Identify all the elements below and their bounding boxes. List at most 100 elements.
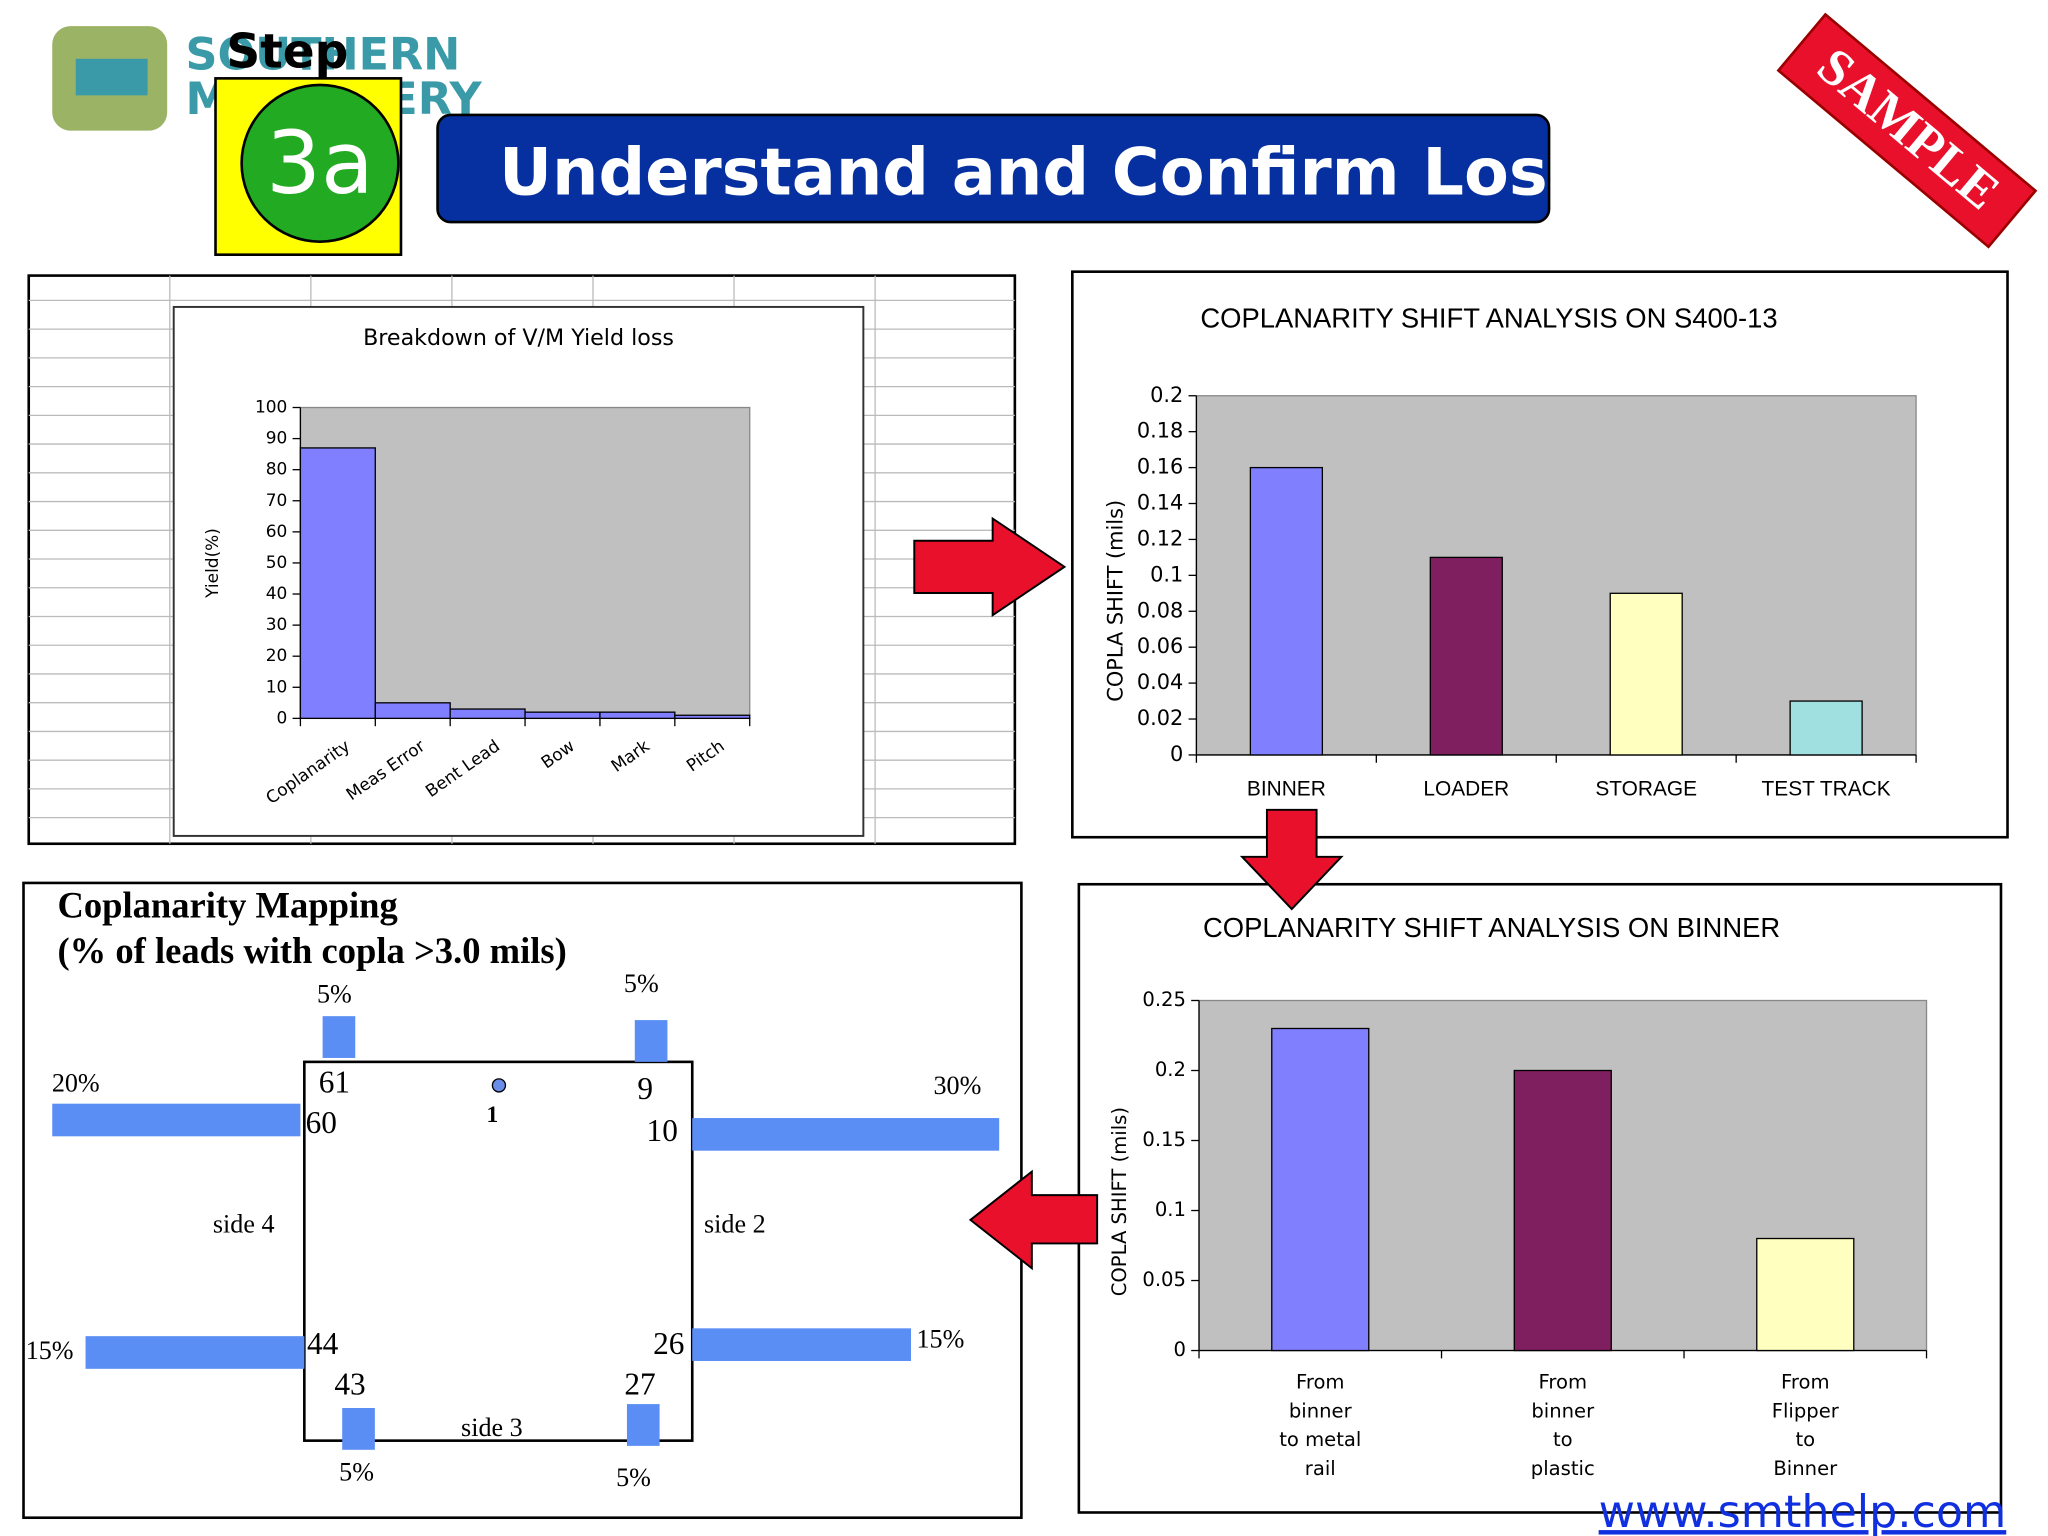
y-tick-label: 0: [277, 708, 288, 728]
bar: [1789, 700, 1863, 756]
x-tick-label: to metal: [1279, 1428, 1361, 1451]
lead-label: 15%: [916, 1324, 964, 1353]
step-circle: [240, 83, 400, 243]
y-tick-label: 30: [266, 615, 288, 635]
lead-bar: [692, 1118, 1000, 1151]
bar: [1513, 1069, 1612, 1352]
bar: [374, 702, 451, 720]
y-tick-label: 0.16: [1137, 455, 1183, 479]
y-tick-label: 70: [266, 491, 288, 511]
bar: [1756, 1237, 1855, 1352]
pin-number: 61: [319, 1065, 350, 1100]
y-tick-label: 0.08: [1137, 598, 1183, 622]
arrow: [1239, 808, 1344, 911]
y-tick-label: 0.12: [1137, 526, 1183, 550]
x-tick-label: BINNER: [1247, 778, 1326, 801]
y-tick-label: 0.25: [1142, 988, 1186, 1011]
x-tick-label: From: [1781, 1371, 1830, 1394]
chart-title: COPLANARITY SHIFT ANALYSIS ON S400-13: [1200, 302, 1777, 333]
y-tick-label: 0.1: [1150, 562, 1183, 586]
lead-bar: [85, 1336, 305, 1369]
lead-label: 30%: [933, 1071, 981, 1100]
page-title: Understand and Confirm Losses: [499, 134, 1670, 210]
x-tick-label: rail: [1305, 1457, 1336, 1480]
lead-bar: [342, 1408, 375, 1450]
y-axis-label: Yield(%): [203, 528, 223, 599]
x-tick-label: binner: [1289, 1399, 1353, 1422]
bar: [1429, 556, 1503, 756]
pin-number: 60: [306, 1105, 337, 1140]
mapping-title: Coplanarity Mapping: [57, 884, 397, 925]
y-tick-label: 10: [266, 677, 288, 697]
y-tick-label: 20: [266, 646, 288, 666]
x-tick-label: STORAGE: [1595, 778, 1697, 801]
x-tick-label: Binner: [1773, 1457, 1838, 1480]
x-tick-label: plastic: [1531, 1457, 1595, 1480]
arrow: [913, 516, 1067, 618]
side-label: side 3: [461, 1413, 523, 1442]
y-tick-label: 60: [266, 522, 288, 542]
chart-title: Breakdown of V/M Yield loss: [363, 325, 674, 351]
url[interactable]: www.smthelp.com: [1599, 1487, 2007, 1536]
x-tick-label: to: [1553, 1428, 1573, 1451]
y-tick-label: 0.05: [1142, 1268, 1186, 1291]
package: [303, 1060, 694, 1442]
lead-bar: [692, 1328, 912, 1361]
x-tick-label: Flipper: [1772, 1399, 1840, 1422]
pin-number: 10: [647, 1113, 678, 1148]
logo-text: SOUTHERN: [185, 29, 460, 80]
y-axis-label: COPLA SHIFT (mils): [1104, 500, 1128, 702]
y-tick-label: 0.04: [1137, 670, 1183, 694]
side-label: side 2: [704, 1209, 766, 1238]
step-badge: 3a Step: [214, 24, 403, 256]
stamp-text: SAMPLE: [1806, 37, 2010, 221]
lead-label: 5%: [339, 1458, 374, 1487]
x-tick-label: binner: [1531, 1399, 1595, 1422]
y-tick-label: 0.15: [1142, 1128, 1186, 1151]
y-tick-label: 40: [266, 584, 288, 604]
stamp-box: [1776, 12, 2038, 249]
bar: [599, 711, 676, 720]
bar: [299, 447, 376, 720]
bar: [524, 711, 601, 720]
y-tick-label: 0: [1173, 1338, 1185, 1361]
x-tick-label: to: [1795, 1428, 1815, 1451]
y-tick-label: 50: [266, 553, 288, 573]
bar: [674, 714, 751, 720]
sample-stamp: SAMPLE: [1776, 12, 2038, 249]
lead-label: 15%: [26, 1336, 74, 1365]
lead-label: 20%: [52, 1068, 100, 1097]
y-tick-label: 0.2: [1150, 383, 1183, 407]
y-tick-label: 0.1: [1155, 1198, 1186, 1221]
pin-number: 43: [334, 1366, 365, 1401]
bar: [1249, 466, 1324, 756]
lead-bar: [626, 1404, 660, 1446]
x-tick-label: From: [1296, 1371, 1345, 1394]
y-tick-label: 80: [266, 460, 288, 480]
side-label: side 4: [213, 1209, 275, 1238]
pin-number: 9: [637, 1071, 653, 1106]
lead-label: 5%: [317, 980, 352, 1009]
y-axis-label: COPLA SHIFT (mils): [1108, 1107, 1131, 1296]
logo-mark: [75, 58, 148, 96]
lead-label: 5%: [616, 1463, 651, 1492]
pin-number: 27: [624, 1366, 655, 1401]
bar: [1271, 1027, 1370, 1352]
title-bar: [436, 113, 1551, 224]
lead-bar: [634, 1020, 668, 1062]
x-tick-label: TEST TRACK: [1762, 778, 1891, 801]
pin-number: 26: [653, 1326, 684, 1361]
y-tick-label: 0.2: [1155, 1058, 1186, 1081]
y-tick-label: 0: [1170, 742, 1183, 766]
step-number: 3a: [266, 114, 374, 214]
y-tick-label: 0.02: [1137, 706, 1183, 730]
lead-bar: [322, 1016, 356, 1058]
x-tick-label: From: [1539, 1371, 1588, 1394]
lead-label: 5%: [624, 969, 659, 998]
arrow: [968, 1169, 1099, 1271]
y-tick-label: 90: [266, 429, 288, 449]
y-tick-label: 0.14: [1137, 491, 1183, 515]
chart-title: COPLANARITY SHIFT ANALYSIS ON BINNER: [1203, 912, 1780, 943]
pin-number: 44: [307, 1326, 339, 1361]
